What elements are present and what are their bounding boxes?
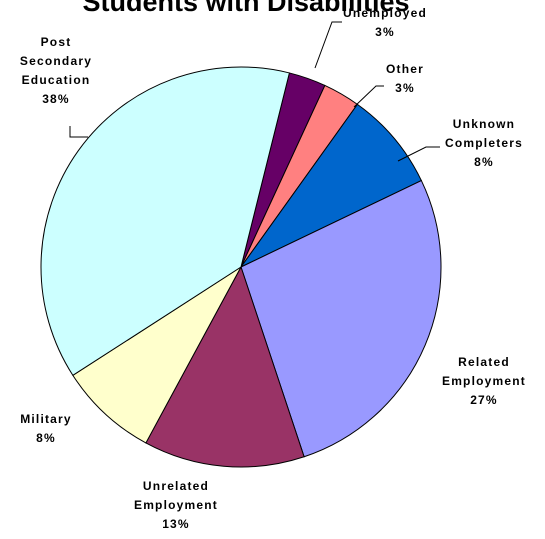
slice-label: Unknown Completers 8% bbox=[445, 117, 523, 169]
slice-label: Post Secondary Education 38% bbox=[20, 35, 92, 106]
leader-line bbox=[354, 86, 384, 107]
slice-label: Unemployed 3% bbox=[343, 6, 427, 39]
slice-label: Military 8% bbox=[20, 412, 72, 445]
leader-line bbox=[315, 22, 342, 68]
pie-slices bbox=[41, 67, 441, 467]
slice-label: Other 3% bbox=[386, 62, 424, 95]
slice-label: Related Employment 27% bbox=[442, 355, 526, 407]
leader-line bbox=[70, 126, 88, 137]
slice-label: Unrelated Employment 13% bbox=[134, 479, 218, 531]
